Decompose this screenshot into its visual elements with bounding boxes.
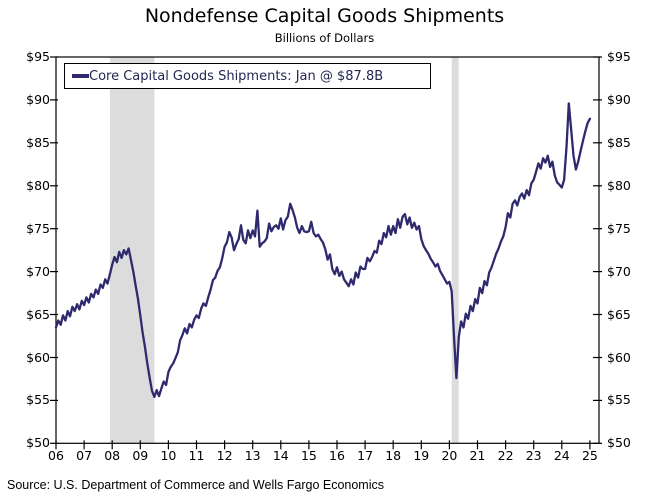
x-tick-label: 16 [329,448,345,464]
x-tick-label: 19 [413,448,430,464]
y-tick-label-right: $85 [607,134,631,150]
source-note: Source: U.S. Department of Commerce and … [7,478,384,492]
legend: Core Capital Goods Shipments: Jan @ $87.… [64,63,431,89]
x-tick-label: 09 [132,448,149,464]
y-tick-label-left: $50 [26,435,50,451]
y-tick-label-left: $60 [26,349,50,365]
y-tick-label-left: $90 [26,91,50,107]
y-tick-label-right: $80 [607,177,631,193]
y-tick-label-right: $95 [607,49,631,64]
x-tick-label: 25 [581,448,598,464]
chart-subtitle: Billions of Dollars [274,31,375,45]
y-tick-label-left: $75 [26,220,50,236]
legend-line-swatch [72,74,89,78]
y-tick-label-right: $65 [607,306,631,322]
x-tick-label: 24 [553,448,570,464]
y-tick-label-left: $55 [26,392,50,408]
x-tick-label: 10 [160,448,177,464]
x-tick-label: 13 [244,448,261,464]
x-tick-label: 21 [469,448,486,464]
y-tick-label-left: $80 [26,177,50,193]
recession-band [109,57,155,444]
y-tick-label-right: $75 [607,220,631,236]
y-tick-label-right: $60 [607,349,631,365]
x-tick-label: 18 [385,448,402,464]
x-tick-label: 20 [441,448,458,464]
y-tick-label-left: $65 [26,306,50,322]
series-line [54,102,592,399]
y-tick-label-right: $90 [607,91,631,107]
x-tick-label: 12 [216,448,233,464]
recession-band [451,57,459,444]
y-tick-label-right: $70 [607,263,631,279]
x-tick-label: 22 [497,448,514,464]
x-tick-label: 15 [300,448,317,464]
x-tick-label: 11 [188,448,205,464]
plot-border [55,56,600,444]
x-tick-label: 08 [104,448,121,464]
y-tick-label-left: $95 [26,49,50,64]
x-tick-label: 14 [272,448,289,464]
legend-label: Core Capital Goods Shipments: Jan @ $87.… [89,68,384,84]
y-tick-label-right: $50 [607,435,631,451]
x-tick-label: 06 [48,448,64,464]
x-tick-label: 17 [357,448,374,464]
y-tick-label-left: $70 [26,263,50,279]
y-tick-label-right: $55 [607,392,631,408]
x-tick-label: 07 [76,448,93,464]
x-tick-label: 23 [525,448,542,464]
y-tick-label-left: $85 [26,134,50,150]
chart-title: Nondefense Capital Goods Shipments [144,5,505,27]
